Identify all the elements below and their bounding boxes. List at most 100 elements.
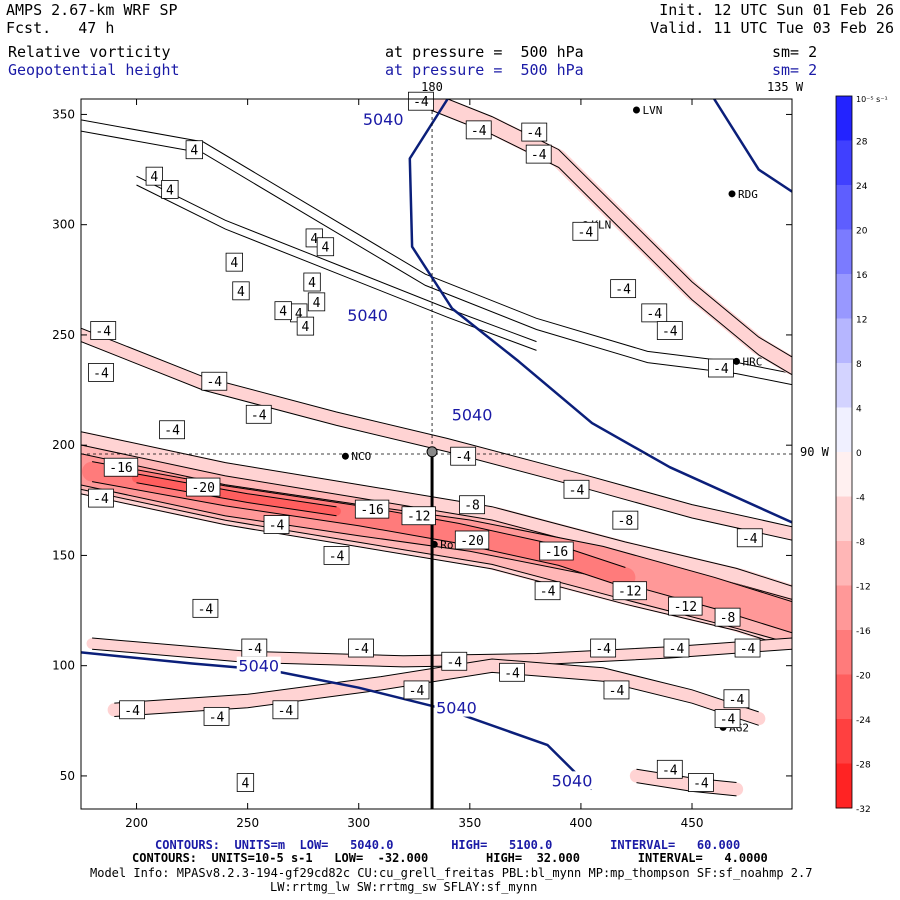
vorticity-label: -4 [693, 777, 709, 792]
x-tick-label: 350 [458, 816, 481, 830]
colorbar-cell [836, 96, 852, 141]
vorticity-label: -4 [164, 424, 180, 439]
vorticity-label-box [401, 506, 436, 526]
init-time: Init. 12 UTC Sun 01 Feb 26 [659, 1, 894, 19]
height-label-bg [450, 405, 495, 424]
vorticity-label-box [708, 358, 734, 378]
colorbar-cell [836, 318, 852, 364]
vorticity-label-box [450, 446, 477, 466]
vorticity-band-fill [86, 638, 792, 667]
vorticity-label: -16 [360, 503, 383, 518]
vorticity-label: -4 [409, 684, 425, 699]
colorbar-cell [836, 496, 852, 542]
vorticity-label-box [274, 301, 292, 321]
field1-name: Relative vorticity [8, 43, 171, 61]
vorticity-label: 4 [313, 296, 321, 311]
vorticity-label-box [145, 166, 163, 186]
vorticity-contour-line [92, 481, 626, 588]
height-label: 5040 [238, 657, 279, 676]
vorticity-label: 4 [190, 144, 198, 159]
colorbar-tick-label: -20 [856, 672, 871, 682]
x-tick-label: 250 [236, 816, 259, 830]
vorticity-label: -4 [595, 642, 611, 657]
vorticity-label: 4 [237, 285, 245, 300]
vorticity-label-box [90, 321, 117, 340]
vorticity-label: -4 [720, 713, 736, 728]
vorticity-label-box [714, 709, 741, 728]
vorticity-contour-line [81, 484, 792, 634]
footer-contours-vort: CONTOURS: UNITS=10-5 s-1 LOW= -32.000 HI… [132, 851, 768, 865]
vorticity-label-box [403, 680, 430, 700]
colorbar-cell [836, 274, 852, 319]
vorticity-label: -4 [471, 124, 487, 139]
vorticity-label: -16 [545, 545, 568, 560]
vorticity-label: -4 [609, 684, 625, 699]
field2-smoothing: sm= 2 [772, 61, 818, 79]
vorticity-label: 4 [166, 183, 174, 198]
vorticity-label: -4 [526, 126, 542, 141]
vorticity-label: 4 [295, 307, 303, 322]
vorticity-labels: -4 -4 -4 -4 -4 -4 -4 -4 -4 -4 -4 -4 -4 -4 -4 -4 -4 -4 -4 -4… [88, 91, 763, 792]
colorbar: 28 24 20 16 12 8 4 0 -4 -8 -12 -16 -20 -24 -28 -32 10⁻⁵ … [835, 95, 888, 815]
height-contour-5040 [81, 651, 593, 791]
vorticity-label: -4 [615, 283, 631, 298]
vorticity-label: -4 [446, 655, 462, 670]
vorticity-label: -4 [353, 642, 369, 657]
height-label-bg [361, 109, 406, 128]
vorticity-label: -4 [329, 549, 345, 564]
colorbar-cell [836, 363, 852, 408]
vorticity-label: -4 [413, 95, 429, 110]
vorticity-label-box [714, 607, 741, 627]
pole-marker [426, 446, 438, 458]
station-dot [728, 190, 736, 198]
vorticity-label-box [316, 237, 335, 257]
lon-180-label: 180 [421, 80, 443, 94]
vorticity-contour-line [136, 175, 537, 343]
vorticity-label-box [232, 281, 250, 301]
colorbar-cell [836, 407, 852, 453]
vorticity-label: -4 [740, 642, 756, 657]
height-label: 5040 [347, 306, 388, 325]
plot-frame [80, 98, 793, 810]
vorticity-label-box [459, 495, 485, 515]
vorticity-label: -12 [407, 510, 430, 525]
vorticity-contour-line [81, 493, 792, 649]
vorticity-label: -8 [618, 514, 634, 529]
colorbar-tick-label: 4 [856, 405, 862, 415]
vorticity-label: -4 [569, 483, 585, 498]
colorbar-tick-label: -12 [856, 583, 871, 593]
colorbar-tick-label: -32 [856, 805, 871, 815]
colorbar-cell [836, 674, 852, 720]
footer-model-info-2: LW:rrtmg_lw SW:rrtmg_sw SFLAY:sf_mynn [270, 880, 538, 894]
vorticity-label: -4 [540, 585, 556, 600]
vorticity-contour-line [81, 488, 792, 645]
vorticity-band-fill [629, 769, 744, 796]
vorticity-label-box [159, 420, 185, 440]
vorticity-label: -4 [455, 450, 471, 465]
field1-smoothing: sm= 2 [772, 43, 818, 61]
vorticity-label-box [736, 528, 763, 548]
vorticity-label-box [688, 773, 714, 792]
vorticity-label-box [88, 363, 114, 382]
vorticity-label-box [499, 662, 525, 682]
vorticity-label: 4 [308, 276, 316, 291]
vorticity-contour-line [81, 431, 792, 587]
y-tick-label: 150 [52, 548, 75, 562]
colorbar-tick-label: -4 [856, 494, 865, 504]
station-dot [632, 106, 640, 114]
vorticity-band-fill [132, 473, 341, 516]
vorticity-label-box [185, 140, 203, 160]
height-label: 5040 [552, 771, 593, 790]
vorticity-label-box [521, 122, 548, 142]
field2-name: Geopotential height [8, 61, 180, 79]
vorticity-label-box [465, 120, 492, 140]
vorticity-label-box [103, 457, 139, 477]
vorticity-contour-line [81, 453, 792, 603]
vorticity-label: -4 [251, 408, 267, 423]
vorticity-label-box [272, 700, 299, 720]
y-tick-label: 350 [52, 107, 75, 121]
colorbar-tick-label: 8 [856, 360, 862, 370]
vorticity-label-box [348, 638, 374, 658]
vorticity-label-box [245, 404, 272, 424]
vorticity-label-box [203, 706, 230, 726]
